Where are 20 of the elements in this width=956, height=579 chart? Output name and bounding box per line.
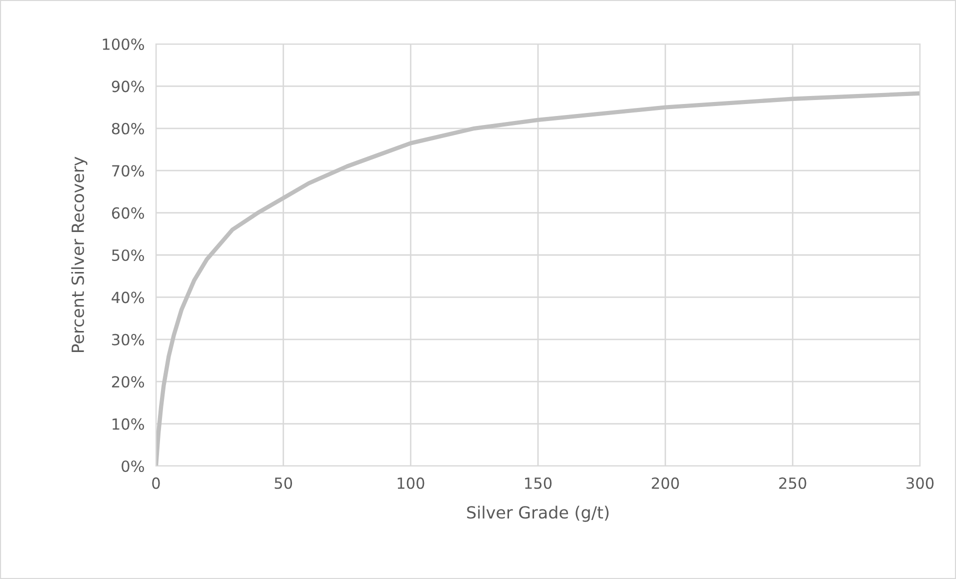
y-axis-title: Percent Silver Recovery	[71, 156, 88, 352]
y-tick-label: 80%	[112, 122, 144, 134]
y-tick-label: 40%	[112, 292, 144, 304]
x-tick-label: 200	[652, 477, 679, 489]
y-tick-label: 100%	[102, 38, 144, 50]
x-tick-label: 100	[398, 477, 424, 489]
x-tick-label: 150	[525, 477, 552, 489]
x-tick-label: 50	[274, 477, 292, 489]
y-tick-label: 0%	[122, 460, 144, 472]
x-tick-label: 250	[779, 477, 806, 489]
x-axis-title: Silver Grade (g/t)	[467, 506, 609, 522]
x-tick-label: 300	[906, 477, 934, 489]
y-tick-label: 20%	[112, 376, 144, 388]
y-tick-label: 10%	[112, 418, 144, 430]
y-tick-label: 50%	[112, 249, 144, 262]
y-tick-label: 90%	[112, 80, 144, 92]
y-tick-label: 60%	[112, 207, 144, 219]
y-tick-label: 30%	[112, 334, 144, 346]
x-tick-label: 0	[152, 477, 160, 489]
y-tick-label: 70%	[112, 165, 144, 177]
